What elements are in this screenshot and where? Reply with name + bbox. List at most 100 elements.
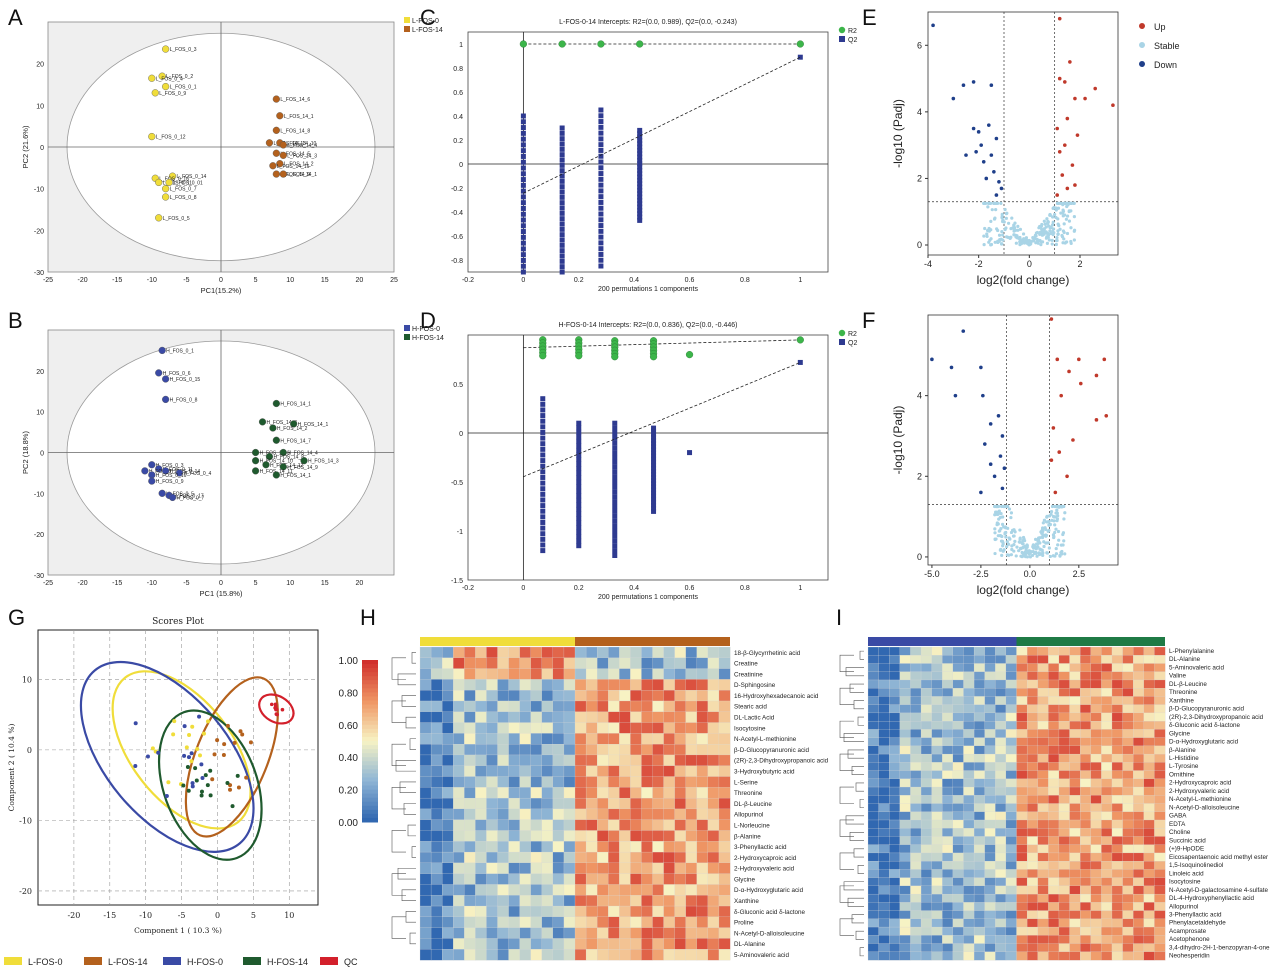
q2-point-C: [559, 157, 565, 163]
heatmap-cell-I: [878, 869, 890, 879]
heatmap-cell-H: [641, 819, 653, 831]
heatmap-cell-I: [1080, 671, 1092, 681]
down-point-F: [983, 442, 987, 446]
q2-point-C: [520, 159, 526, 165]
heatmap-cell-H: [475, 808, 487, 821]
heatmap-cell-H: [519, 668, 532, 680]
heatmap-cell-H: [508, 851, 521, 864]
heatmap-cell-I: [1101, 745, 1113, 755]
heatmap-cell-H: [718, 797, 731, 810]
x-axis-label-G: Component 1 ( 10.3 %): [134, 926, 222, 935]
up-point-F: [1071, 438, 1075, 442]
heatmap-cell-I: [1101, 951, 1113, 961]
heatmap-cell-I: [1026, 671, 1039, 681]
heatmap-cell-I: [1026, 893, 1039, 903]
heatmap-cell-H: [685, 668, 698, 680]
point-B: [279, 463, 287, 471]
heatmap-cell-H: [685, 744, 698, 756]
heatmap-cell-I: [1058, 926, 1070, 936]
x-tick-label-B: -25: [43, 580, 53, 587]
stable-point-F: [1010, 544, 1014, 548]
row-label-I: N-Acetyl-D-alloisoleucine: [1169, 804, 1240, 811]
heatmap-cell-I: [910, 893, 922, 903]
heatmap-cell-H: [475, 733, 487, 745]
stable-point-F: [1018, 528, 1022, 532]
heatmap-cell-I: [1111, 696, 1123, 706]
heatmap-cell-H: [442, 690, 454, 702]
heatmap-cell-H: [641, 744, 653, 756]
heatmap-cell-H: [685, 754, 698, 767]
q2-point-C: [559, 242, 565, 248]
sample-point-G: [150, 746, 155, 751]
heatmap-cell-I: [1143, 811, 1155, 821]
heatmap-cell-H: [486, 765, 498, 777]
row-label-I: 3,4-dihydro-2H-1-benzopyran-4-one: [1169, 944, 1270, 951]
heatmap-cell-H: [508, 744, 521, 756]
heatmap-cell-H: [563, 895, 576, 907]
heatmap-cell-H: [718, 657, 731, 670]
row-label-H: N-Acetyl-L-methionine: [734, 736, 797, 743]
heatmap-cell-H: [552, 700, 565, 713]
row-label-H: 16-Hydroxyhexadecanoic acid: [734, 693, 819, 700]
heatmap-cell-I: [867, 770, 880, 780]
stable-point-F: [993, 551, 997, 556]
heatmap-cell-H: [419, 830, 432, 842]
heatmap-cell-I: [1154, 844, 1166, 854]
sample-point-G: [212, 752, 217, 757]
sample-point-G: [133, 763, 138, 768]
heatmap-cell-H: [552, 733, 565, 745]
heatmap-cell-I: [1080, 902, 1092, 912]
heatmap-cell-I: [973, 885, 986, 895]
point-B: [141, 467, 149, 475]
heatmap-cell-H: [652, 873, 664, 885]
heatmap-cell-I: [963, 819, 975, 829]
heatmap-cell-I: [899, 877, 911, 887]
heatmap-cell-H: [430, 646, 443, 659]
heatmap-cell-I: [931, 852, 943, 862]
heatmap-cell-H: [641, 841, 653, 853]
stable-point-E: [1055, 201, 1059, 206]
heatmap-cell-H: [641, 873, 653, 885]
heatmap-cell-I: [931, 877, 943, 887]
q2-point-D: [576, 479, 582, 485]
row-label-H: DL-β-Leucine: [734, 801, 772, 808]
stable-point-E: [1069, 226, 1073, 230]
stable-point-F: [1005, 544, 1009, 549]
point-label-A: L_FOS_0_14: [177, 174, 207, 180]
heatmap-cell-I: [1037, 671, 1049, 681]
heatmap-cell-I: [1090, 655, 1102, 664]
heatmap-cell-H: [453, 819, 465, 831]
heatmap-cell-I: [1154, 778, 1166, 788]
heatmap-cell-H: [475, 754, 487, 767]
sample-point-G: [215, 738, 220, 743]
down-point-F: [953, 393, 958, 398]
heatmap-cell-I: [952, 762, 964, 771]
heatmap-cell-I: [899, 696, 911, 706]
heatmap-cell-H: [608, 690, 620, 702]
dendrogram-branch-H: [411, 652, 416, 664]
heatmap-cell-H: [641, 808, 653, 821]
down-point-E: [964, 153, 968, 157]
heatmap-cell-I: [1037, 811, 1049, 821]
plot-frame-E: [927, 11, 1119, 256]
stable-point-F: [1055, 519, 1059, 523]
stable-point-F: [1025, 555, 1030, 559]
heatmap-cell-I: [952, 655, 964, 664]
heatmap-cell-H: [663, 862, 676, 875]
heatmap-cell-H: [585, 657, 598, 670]
heatmap-cell-H: [619, 851, 631, 864]
heatmap-cell-I: [1111, 712, 1123, 722]
stable-point-F: [1006, 542, 1011, 546]
stable-point-E: [1000, 230, 1004, 234]
heatmap-cell-I: [1101, 819, 1113, 829]
heatmap-cell-I: [889, 885, 901, 895]
heatmap-cell-H: [630, 873, 642, 885]
down-point-F: [992, 474, 997, 479]
heatmap-cell-H: [508, 873, 521, 885]
heatmap-cell-H: [707, 765, 720, 777]
sample-point-G: [182, 724, 187, 729]
heatmap-cell-H: [541, 916, 554, 929]
heatmap-cell-I: [1026, 679, 1039, 689]
heatmap-cell-H: [597, 916, 609, 929]
point-label-B: H_FOS_0_5: [166, 491, 194, 497]
